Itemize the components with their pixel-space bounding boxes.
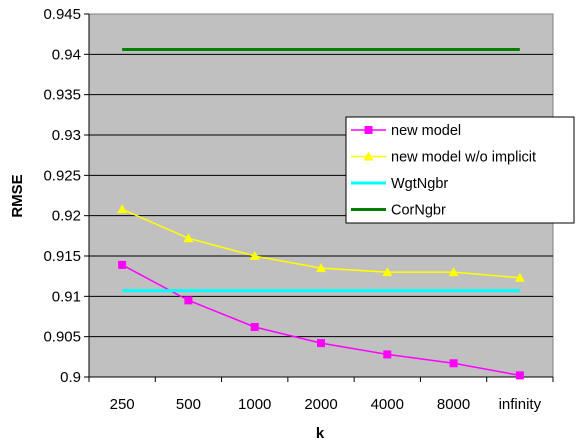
x-axis-title: k <box>316 425 325 442</box>
legend-label: new model w/o implicit <box>391 150 536 166</box>
y-axis-title: RMSE <box>9 174 26 217</box>
legend: new model new model w/o implicit WgtNgbr Co… <box>346 117 574 223</box>
x-tick-label: 500 <box>176 396 201 413</box>
y-tick-label: 0.915 <box>43 248 81 265</box>
data-point-marker <box>317 339 325 347</box>
y-tick-label: 0.92 <box>52 208 81 225</box>
legend-label: new model <box>391 123 461 139</box>
y-tick-label: 0.905 <box>43 329 81 346</box>
y-tick-label: 0.93 <box>52 127 81 144</box>
y-tick-label: 0.91 <box>52 288 81 305</box>
x-tick-label: 8000 <box>437 396 470 413</box>
x-tick-label: 1000 <box>238 396 271 413</box>
y-tick-label: 0.9 <box>60 369 81 386</box>
x-tick-label: 250 <box>110 396 135 413</box>
x-tick-label: 4000 <box>371 396 404 413</box>
y-tick-label: 0.935 <box>43 87 81 104</box>
x-tick-label: 2000 <box>304 396 337 413</box>
data-point-marker <box>251 323 259 331</box>
x-tick-label: infinity <box>499 396 542 413</box>
legend-label: WgtNgbr <box>391 176 448 192</box>
y-tick-label: 0.94 <box>52 46 81 63</box>
y-tick-label: 0.925 <box>43 167 81 184</box>
data-point-marker <box>365 126 373 134</box>
data-point-marker <box>383 350 391 358</box>
data-point-marker <box>118 261 126 269</box>
data-point-marker <box>184 296 192 304</box>
y-tick-label: 0.945 <box>43 6 81 23</box>
legend-label: CorNgbr <box>391 203 446 219</box>
data-point-marker <box>516 371 524 379</box>
data-point-marker <box>450 359 458 367</box>
